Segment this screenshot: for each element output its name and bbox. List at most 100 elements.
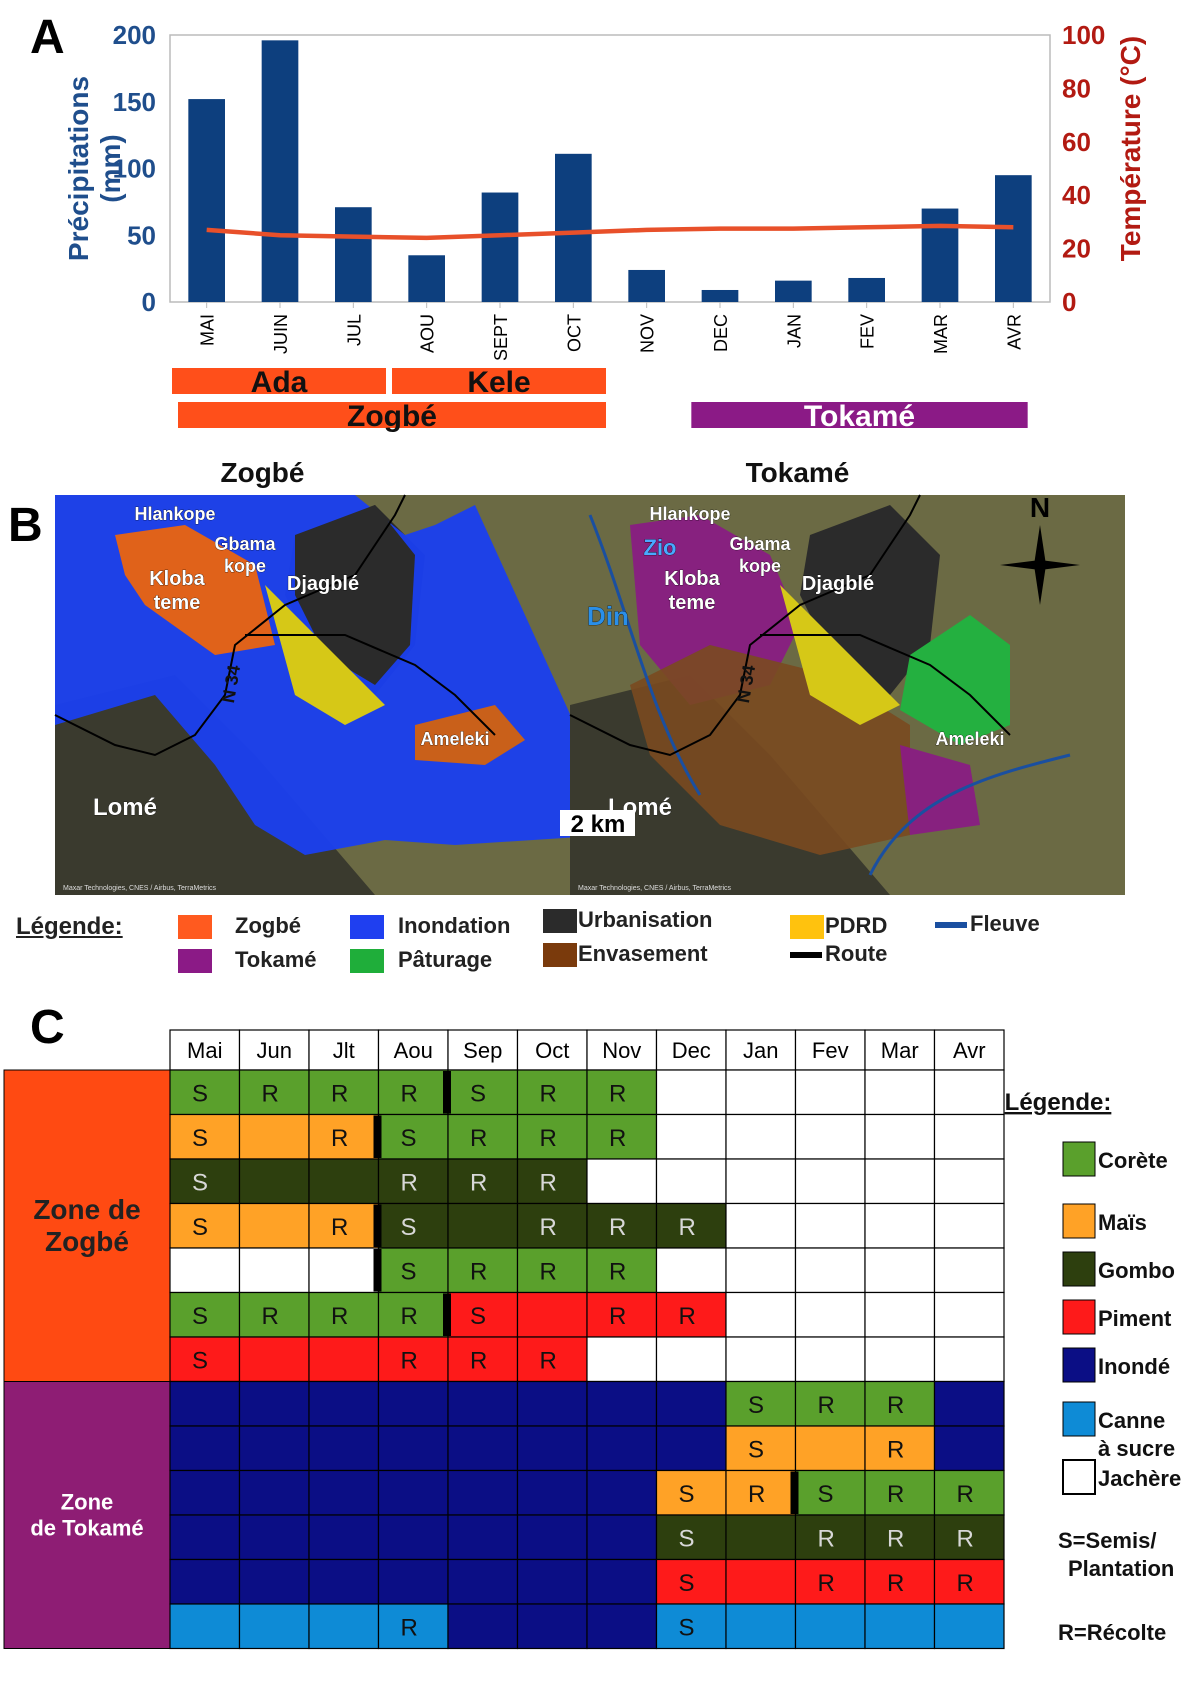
calendar-mark: S: [401, 1258, 417, 1285]
calendar-cell: [447, 1336, 519, 1383]
calendar-cell: [447, 1469, 519, 1516]
calendar-cell: [169, 1291, 241, 1338]
calendar-cell: [447, 1069, 519, 1116]
map-legend: Légende: Zogbé Tokamé Inondation Pâturage Urb…: [0, 905, 1200, 980]
calendar-cell: [377, 1425, 449, 1472]
calendar-cell: [586, 1603, 658, 1650]
calendar-mark: S: [401, 1214, 417, 1241]
calendar-cell: [864, 1069, 936, 1116]
calendar-cell: [725, 1603, 797, 1650]
scale-bar-box: [560, 810, 635, 836]
month-header: Mar: [881, 1038, 919, 1063]
calendar-mark: R: [470, 1169, 487, 1196]
calendar-mark: R: [331, 1080, 348, 1107]
map-legend-swatch: [790, 915, 824, 939]
calendar-mark: R: [887, 1481, 904, 1508]
calendar-mark: R: [540, 1080, 557, 1107]
season-bar-tokamé: [691, 402, 1028, 428]
calendar-cell: [447, 1380, 519, 1427]
y-tick-label: 200: [113, 20, 156, 50]
calendar-mark: R: [470, 1258, 487, 1285]
calendar-cell: [308, 1158, 380, 1205]
calendar-cell: [377, 1469, 449, 1516]
x-tick-label: JAN: [784, 314, 804, 348]
calendar-cell: [864, 1425, 936, 1472]
river-label-din: Din: [587, 601, 629, 631]
calendar-mark: S: [401, 1125, 417, 1152]
calendar-mark: S: [679, 1525, 695, 1552]
calendar-legend-label: Corète: [1098, 1148, 1168, 1173]
calendar-cell: [308, 1202, 380, 1249]
calendar-mark: R: [818, 1392, 835, 1419]
calendar-cell: [794, 1336, 866, 1383]
place-label-djagble: Djagblé: [287, 573, 359, 595]
season-bar-zogbé: [178, 402, 606, 428]
month-header: Nov: [602, 1038, 641, 1063]
y2-tick-label: 0: [1062, 287, 1076, 317]
y2-tick-label: 80: [1062, 73, 1091, 103]
bar-mar: [921, 208, 959, 302]
scale-bar-label: 2 km: [571, 811, 626, 838]
calendar-mark: S: [192, 1303, 208, 1330]
calendar-mark: R: [540, 1125, 557, 1152]
north-label: N: [1030, 492, 1050, 523]
calendar-cell: [308, 1113, 380, 1160]
calendar-cell: [794, 1202, 866, 1249]
calendar-cell: [586, 1558, 658, 1605]
zone-label-block: [3, 1069, 171, 1382]
calendar-cell: [864, 1247, 936, 1294]
calendar-cell: [238, 1380, 310, 1427]
calendar-cell: [794, 1158, 866, 1205]
road-line: [569, 494, 1011, 757]
map-legend-label: Zogbé: [235, 913, 301, 938]
calendar-cell: [516, 1514, 588, 1561]
place-label-ameleki: Ameleki: [935, 729, 1004, 749]
place-label-kloba-teme: Kloba: [149, 568, 205, 590]
calendar-note: S=Semis/: [1058, 1528, 1156, 1553]
month-header-cell: [308, 1029, 380, 1071]
map-title: Tokamé: [746, 457, 850, 488]
map-frame: N 34HlankopeGbamakopeKlobatemeDjagbléAme…: [54, 494, 610, 895]
month-header-cell: [933, 1029, 1005, 1071]
place-label-hlankope: Hlankope: [134, 504, 215, 524]
map-legend-label: Route: [825, 941, 888, 966]
place-label-lome: Lomé: [93, 794, 157, 821]
bar-jul: [335, 207, 372, 302]
place-label-gbama-kope: Gbama: [729, 534, 791, 554]
calendar-cell: [794, 1380, 866, 1427]
bar-dec: [701, 289, 739, 302]
calendar-cell: [516, 1291, 588, 1338]
calendar-cell: [864, 1603, 936, 1650]
calendar-cell: [516, 1425, 588, 1472]
month-header: Jan: [743, 1038, 778, 1063]
calendar-mark: S: [748, 1436, 764, 1463]
calendar-cell: [725, 1158, 797, 1205]
x-tick-label: SEPT: [491, 314, 511, 361]
calendar-cell: [586, 1202, 658, 1249]
calendar-mark: R: [887, 1525, 904, 1552]
calendar-cell: [238, 1514, 310, 1561]
calendar-mark: S: [679, 1481, 695, 1508]
zogbe-ameleki: [415, 705, 525, 765]
season-label: Kele: [467, 366, 530, 399]
x-tick-label: OCT: [564, 314, 584, 352]
calendar-mark: R: [887, 1570, 904, 1597]
calendar-cell: [933, 1069, 1005, 1116]
calendar-mark: R: [401, 1169, 418, 1196]
place-label-djagble: Djagblé: [802, 573, 874, 595]
zone-label: de Tokamé: [30, 1515, 143, 1540]
map-legend-swatch: [543, 943, 577, 967]
calendar-mark: R: [609, 1214, 626, 1241]
x-tick-label: AOU: [418, 314, 438, 353]
x-tick-label: MAR: [931, 314, 951, 354]
calendar-cell: [655, 1158, 727, 1205]
month-header: Jlt: [333, 1038, 355, 1063]
y2-axis-label-text: Température (°C): [1115, 36, 1146, 261]
imagery-credit: Maxar Technologies, CNES / Airbus, Terra…: [63, 885, 217, 892]
calendar-cell: [516, 1202, 588, 1249]
temperature-line: [206, 223, 1014, 241]
calendar-cell: [516, 1469, 588, 1516]
pdrd-area: [780, 585, 900, 725]
